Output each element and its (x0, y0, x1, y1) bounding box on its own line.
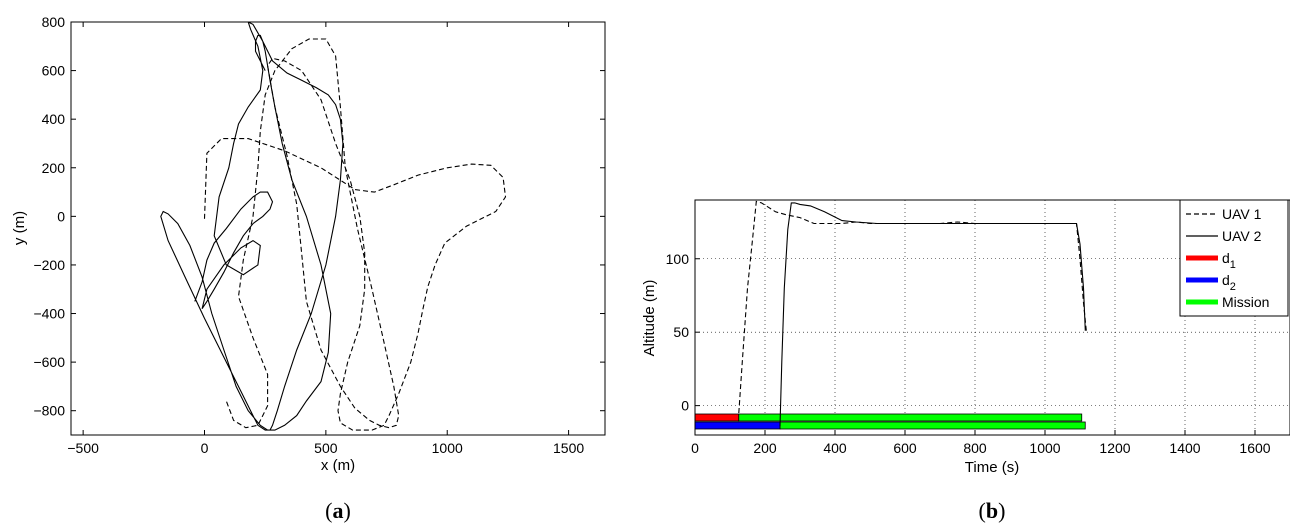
plot-area-a (70, 21, 606, 436)
y-tick-label-a: 400 (42, 111, 66, 127)
legend-label-text: d (1222, 272, 1230, 288)
legend-label: Mission (1222, 294, 1269, 310)
y-axis-label-b: Altitude (m) (641, 280, 658, 357)
x-tick-label-a: 1000 (432, 440, 463, 456)
x-tick-label-a: 500 (314, 440, 338, 456)
x-tick-label-b: 0 (691, 440, 699, 456)
timeline-bar (738, 413, 1083, 422)
x-tick-label-b: 800 (963, 440, 987, 456)
y-tick-label-b: 0 (681, 398, 689, 414)
altitude-uav-2 (779, 202, 1086, 427)
legend-label-text: UAV 2 (1222, 228, 1262, 244)
legend-label-subscript: 1 (1230, 259, 1236, 271)
trajectory-solid (160, 22, 344, 431)
x-tick-label-b: 1400 (1169, 440, 1200, 456)
legend-label-text: UAV 1 (1222, 206, 1262, 222)
legend-label: d2 (1222, 272, 1236, 293)
timeline-bar (779, 421, 1086, 430)
y-tick-label-a: 0 (57, 208, 65, 224)
y-axis-label-a: y (m) (11, 211, 28, 245)
legend-label: UAV 1 (1222, 206, 1262, 222)
timeline-bar (694, 413, 740, 422)
legend-label-text: Mission (1222, 294, 1269, 310)
panel-label-b-open: ( (979, 498, 986, 523)
panel-label-b-close: ) (998, 498, 1005, 523)
x-axis-label-b: Time (s) (965, 459, 1019, 476)
x-tick-label-b: 400 (823, 440, 847, 456)
legend-label: UAV 2 (1222, 228, 1262, 244)
y-tick-label-a: 800 (42, 14, 66, 30)
y-tick-label-a: −400 (33, 306, 65, 322)
y-tick-label-b: 100 (666, 251, 690, 267)
timeline-bar (694, 421, 781, 430)
y-tick-label-b: 50 (673, 324, 689, 340)
panel-label-b: (b) (979, 498, 1006, 523)
altitude-plot: 0 200 400 600 800 1000 1200 1400 1600 0 50 100 Time… (641, 199, 1290, 523)
x-axis-label-a: x (m) (321, 457, 355, 474)
y-tick-label-a: 200 (42, 160, 66, 176)
trajectory-plot: −500 0 500 1000 1500 −800 −600 −400 −200 0 200 400 6… (11, 14, 606, 523)
y-tick-label-a: −600 (33, 354, 65, 370)
panel-label-a-letter: a (333, 498, 344, 523)
y-tick-label-a: 600 (42, 63, 66, 79)
trajectory-dashed (203, 38, 507, 431)
x-tick-label-b: 1600 (1239, 440, 1270, 456)
legend-label: d1 (1222, 250, 1236, 271)
panel-label-a: (a) (325, 498, 351, 523)
y-tick-label-a: −200 (33, 257, 65, 273)
legend-label-text: d (1222, 250, 1230, 266)
x-tick-label-b: 1200 (1099, 440, 1130, 456)
x-tick-label-b: 600 (893, 440, 917, 456)
x-tick-label-a: −500 (67, 440, 99, 456)
y-tick-label-a: −800 (33, 403, 65, 419)
panel-label-a-close: ) (344, 498, 351, 523)
panel-label-b-letter: b (986, 498, 998, 523)
x-tick-label-b: 200 (753, 440, 777, 456)
legend-label-subscript: 2 (1230, 281, 1236, 293)
x-tick-label-a: 0 (201, 440, 209, 456)
panel-label-a-open: ( (325, 498, 332, 523)
x-tick-label-a: 1500 (553, 440, 584, 456)
x-tick-label-b: 1000 (1029, 440, 1060, 456)
